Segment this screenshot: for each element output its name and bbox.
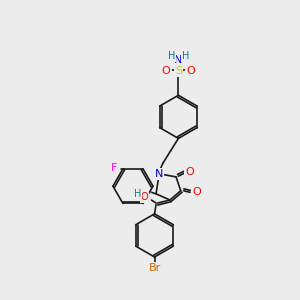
Text: O: O xyxy=(186,167,194,177)
Text: S: S xyxy=(175,66,182,76)
Text: O: O xyxy=(186,66,195,76)
Text: H: H xyxy=(134,189,141,199)
Text: O: O xyxy=(193,187,201,197)
Text: O: O xyxy=(141,192,148,202)
Text: H: H xyxy=(182,51,189,61)
Text: N: N xyxy=(155,169,163,179)
Text: H: H xyxy=(168,51,175,61)
Text: N: N xyxy=(174,55,183,65)
Text: O: O xyxy=(162,66,170,76)
Text: Br: Br xyxy=(148,263,160,273)
Text: F: F xyxy=(110,164,117,173)
